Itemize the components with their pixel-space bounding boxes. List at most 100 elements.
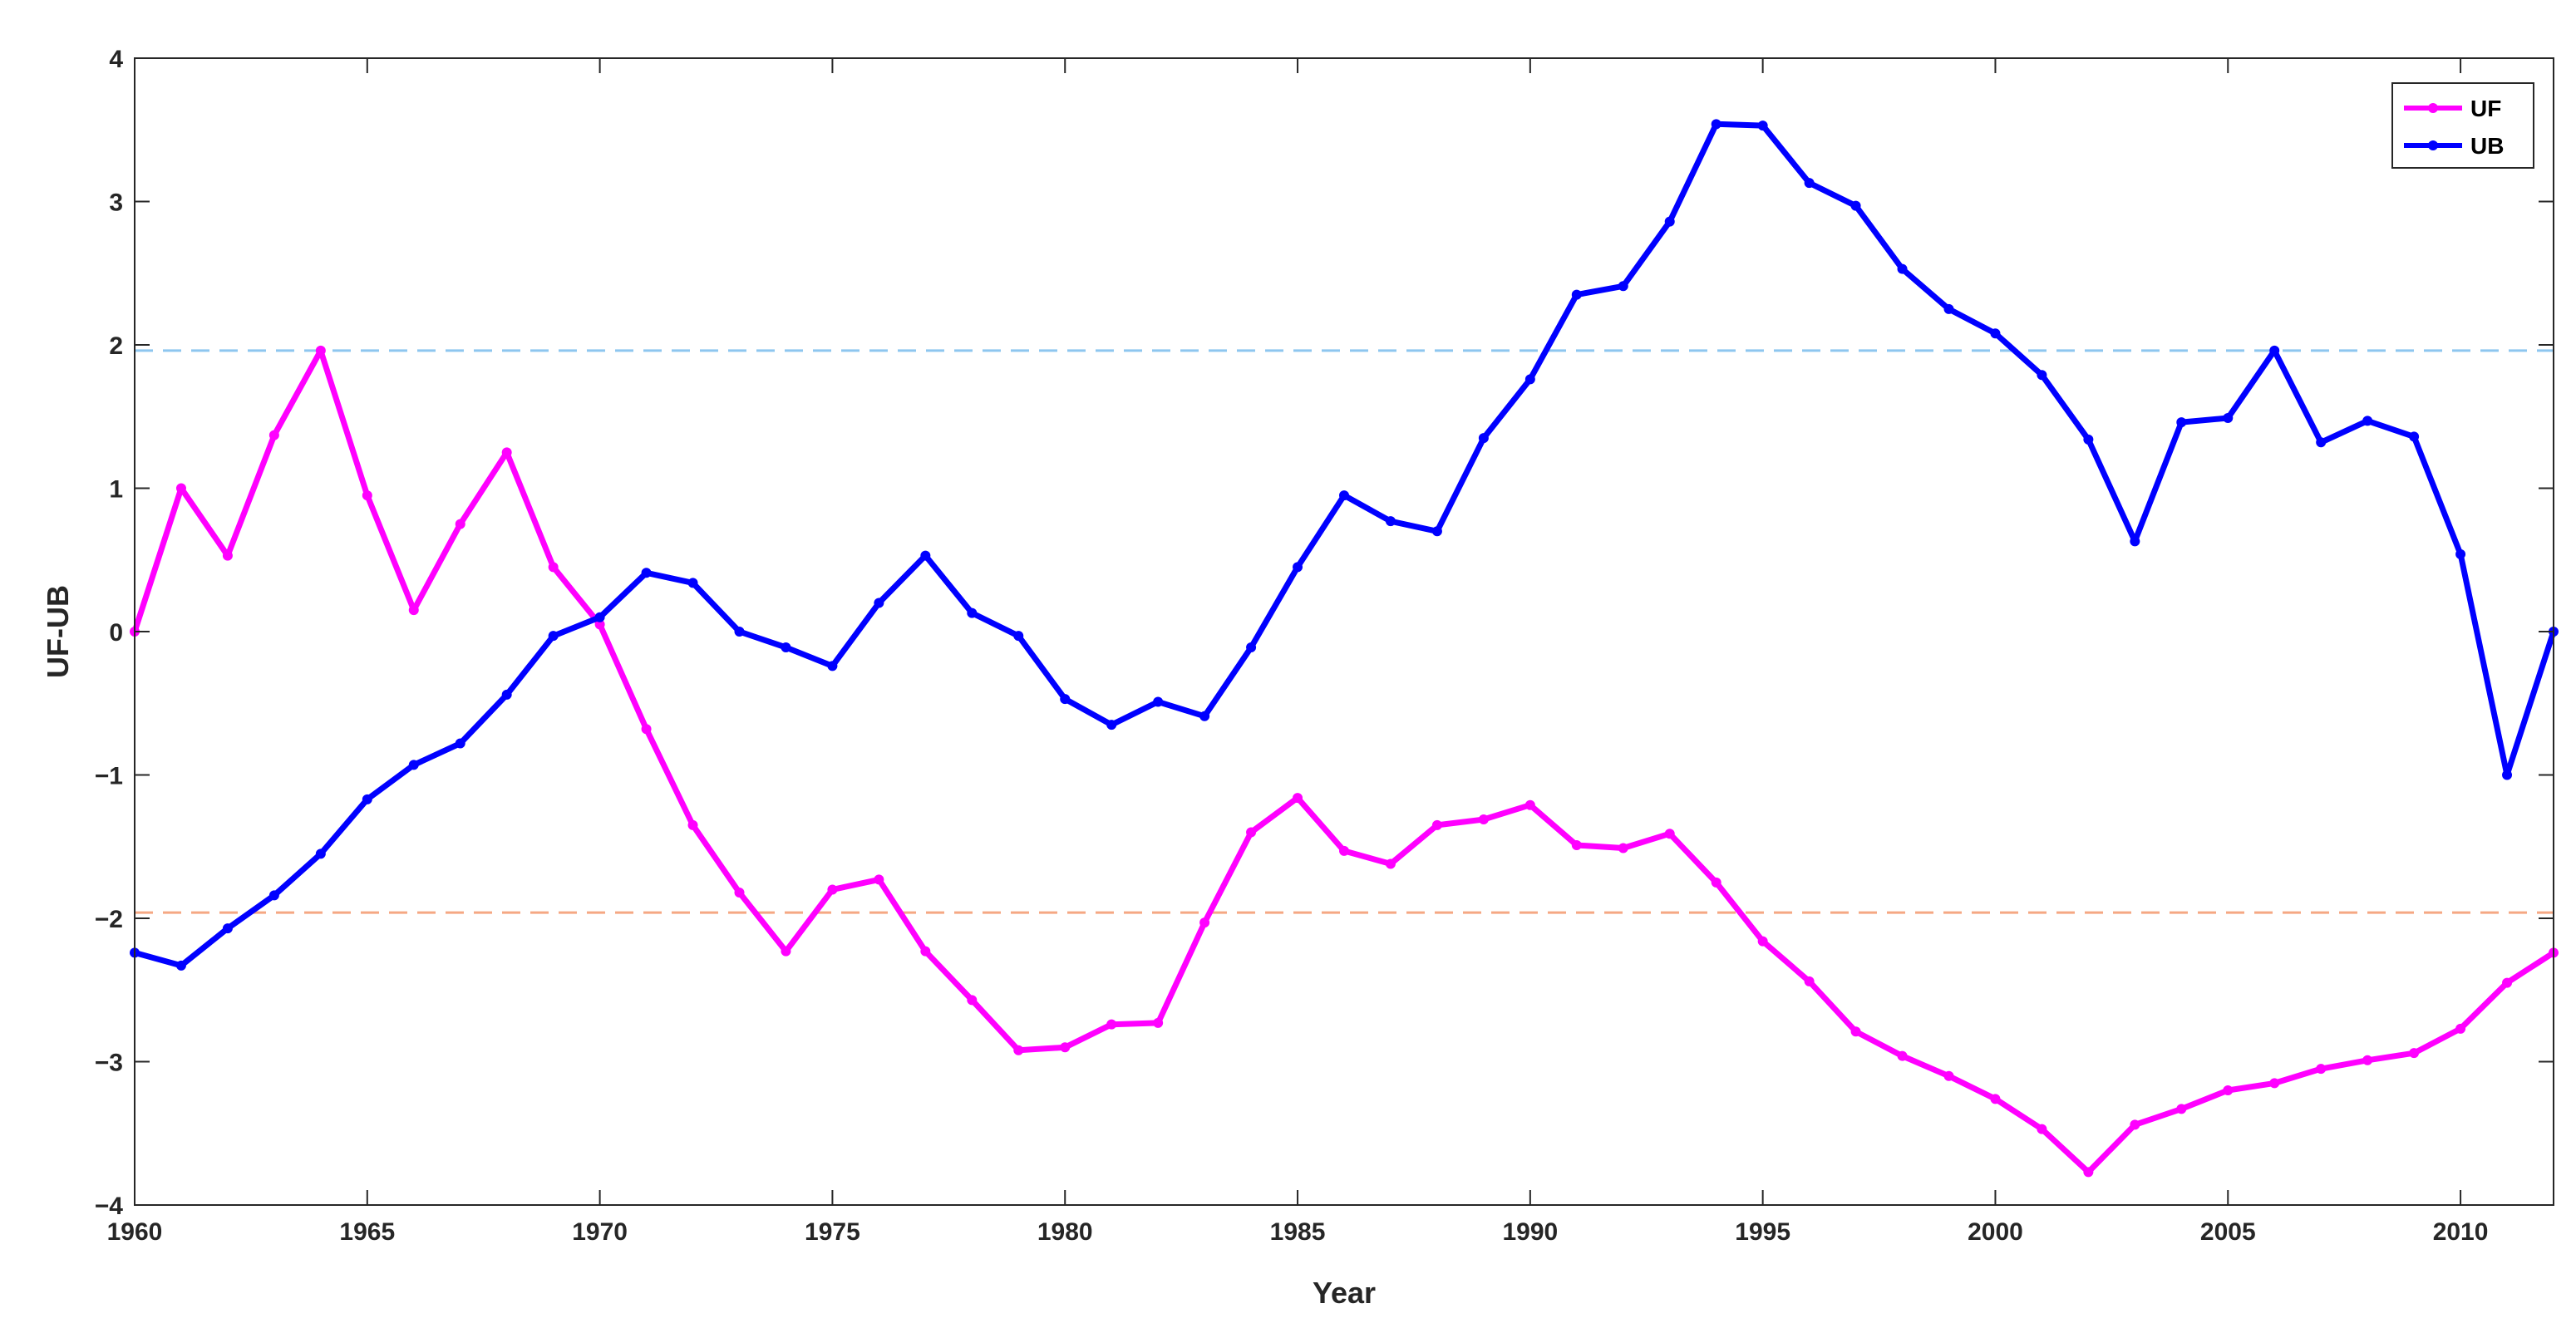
data-point-uf [1804,976,1815,986]
y-tick-label: −3 [95,1050,123,1077]
data-point-ub [408,760,419,770]
ticks-layer [134,57,2554,1206]
data-point-ub [967,607,978,618]
data-point-ub [1478,433,1489,444]
data-point-ub [315,848,326,859]
data-point-ub [2409,431,2420,442]
data-point-uf [1339,845,1349,856]
data-point-ub [2269,345,2280,356]
data-point-ub [1524,374,1535,385]
data-point-uf [2409,1048,2420,1059]
data-point-ub [827,661,838,671]
x-tick-label: 1960 [107,1218,163,1246]
data-point-uf [1293,793,1303,804]
data-point-ub [1943,303,1954,314]
data-point-uf [408,605,419,616]
data-point-ub [2037,370,2047,381]
y-tick-label: 0 [109,619,123,647]
data-point-uf [1524,799,1535,810]
legend-label-ub: UB [2470,133,2504,159]
data-point-ub [1571,289,1582,300]
data-point-ub [1013,631,1024,642]
data-point-ub [1339,490,1349,501]
data-point-ub [2502,770,2513,780]
series-ub [130,119,2559,971]
legend-box [2391,82,2534,169]
data-point-uf [2502,977,2513,988]
data-point-ub [1153,696,1164,707]
data-point-uf [2316,1064,2327,1075]
data-point-ub [781,642,791,652]
data-point-ub [1850,200,1861,211]
data-point-ub [1199,711,1210,721]
legend-marker-uf [2428,103,2438,113]
data-point-uf [2176,1104,2187,1114]
data-point-uf [1478,814,1489,824]
data-point-uf [781,946,791,957]
data-point-uf [268,430,279,440]
data-point-ub [548,631,559,642]
y-tick-label: −4 [95,1193,124,1220]
data-point-ub [1711,119,1721,130]
data-point-ub [2083,434,2094,445]
data-point-uf [734,887,745,898]
data-point-ub [2455,548,2466,559]
data-point-uf [2269,1078,2280,1089]
data-point-uf [2362,1055,2373,1065]
data-point-uf [1571,840,1582,851]
data-point-ub [1246,642,1257,652]
data-point-ub [1431,526,1442,537]
x-tick-label: 1965 [339,1218,395,1246]
x-tick-label: 2000 [1968,1218,2023,1246]
data-point-ub [455,738,465,749]
data-point-uf [967,995,978,1006]
plot-area [135,58,2554,1205]
data-point-ub [222,923,233,934]
data-point-uf [827,884,838,895]
data-point-uf [641,724,652,735]
y-tick-label: −1 [95,763,123,790]
data-point-uf [2455,1023,2466,1034]
y-tick-label: −2 [95,906,123,933]
data-point-ub [920,550,931,561]
data-point-uf [1897,1050,1908,1061]
data-point-ub [2223,412,2234,423]
data-point-ub [2176,417,2187,428]
data-point-uf [1431,819,1442,830]
data-point-ub [1060,694,1071,705]
x-axis-label: Year [1313,1276,1376,1310]
x-tick-label: 1990 [1502,1218,1558,1246]
data-point-uf [687,819,698,830]
data-point-uf [175,483,186,494]
data-point-uf [2083,1167,2094,1178]
data-point-uf [1618,843,1628,853]
y-tick-labels: −4 −3 −2 −1 0 1 2 3 4 [95,46,124,1220]
x-tick-label: 1980 [1037,1218,1093,1246]
data-point-ub [2316,437,2327,448]
x-tick-label: 2010 [2433,1218,2489,1246]
legend-label-uf: UF [2470,96,2501,121]
y-tick-label: 2 [109,332,123,360]
legend: UF UB [2391,82,2534,169]
data-point-ub [1757,121,1768,131]
data-point-ub [2362,416,2373,426]
data-point-uf [1711,877,1721,888]
data-point-uf [548,562,559,573]
data-point-ub [734,627,745,637]
data-point-uf [874,874,884,885]
data-point-uf [362,490,372,501]
legend-marker-ub [2428,140,2438,150]
data-point-uf [1664,829,1675,839]
data-point-uf [222,550,233,561]
x-tick-label: 1975 [805,1218,860,1246]
data-point-uf [1153,1017,1164,1028]
data-point-ub [594,612,605,622]
data-point-uf [501,447,512,458]
data-point-ub [1990,328,2001,339]
data-point-uf [1757,936,1768,947]
data-point-uf [1850,1026,1861,1037]
data-point-uf [455,519,465,529]
data-point-ub [175,960,186,971]
data-point-uf [1385,858,1396,869]
